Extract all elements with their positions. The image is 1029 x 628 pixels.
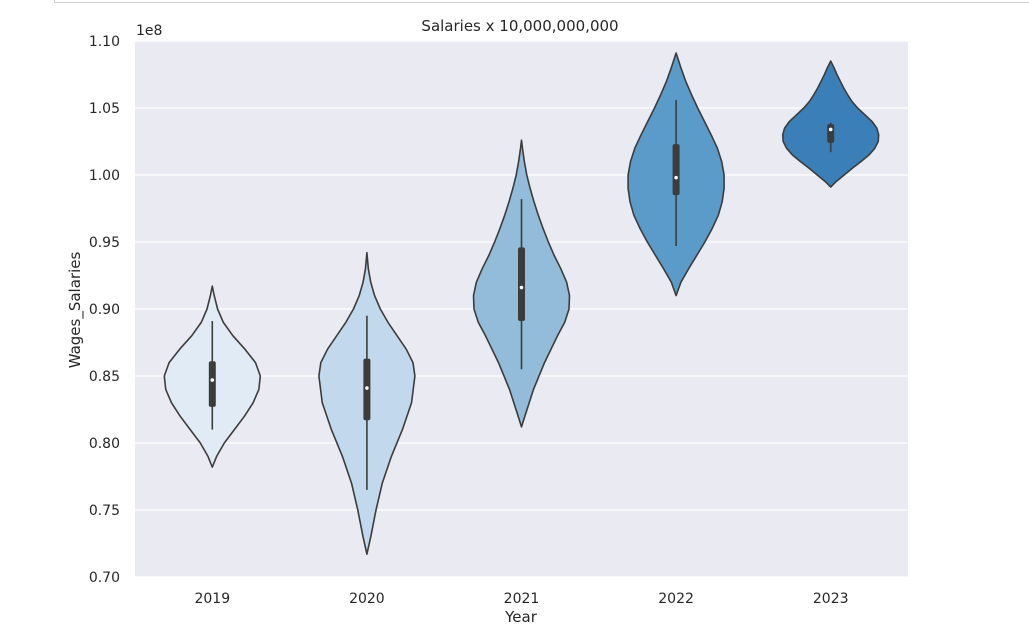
y-axis-label: Wages_Salaries	[66, 252, 85, 369]
previous-cell-border	[54, 0, 1029, 3]
violin-2020	[318, 251, 416, 556]
y-tick-label: 0.90	[89, 302, 120, 318]
violin-iqr-box	[208, 361, 216, 407]
x-tick-label: 2022	[658, 591, 694, 607]
violin-2023	[781, 60, 880, 188]
violin-median-dot	[674, 175, 678, 180]
y-axis-ticks: 0.70 0.75 0.80 0.85 0.90 0.95 1.00 1.05 1.10	[89, 34, 120, 586]
x-tick-label: 2019	[194, 591, 230, 607]
y-tick-label: 0.85	[89, 369, 120, 385]
violin-iqr-box	[518, 247, 525, 322]
x-axis-ticks: 2019 2020 2021 2022 2023	[194, 591, 848, 607]
violin-median-dot	[828, 127, 833, 132]
violin-iqr-box	[672, 144, 680, 196]
violin-iqr-box	[827, 124, 835, 143]
y-tick-label: 0.80	[89, 436, 120, 452]
y-offset-text: 1e8	[136, 23, 162, 39]
violin-2022	[627, 52, 725, 297]
violin-median-dot	[210, 378, 215, 382]
violin-2019	[163, 285, 262, 468]
y-tick-label: 0.70	[89, 570, 120, 586]
y-tick-label: 0.95	[89, 235, 120, 251]
violins	[163, 52, 880, 556]
x-tick-label: 2023	[813, 591, 849, 607]
y-tick-label: 0.75	[89, 503, 120, 519]
y-tick-label: 1.00	[89, 168, 120, 184]
violin-median-dot	[519, 285, 524, 290]
x-axis-label: Year	[504, 608, 538, 626]
violin-median-dot	[365, 386, 369, 390]
x-tick-label: 2021	[504, 591, 540, 607]
x-tick-label: 2020	[349, 591, 385, 607]
chart-title: Salaries x 10,000,000,000	[421, 17, 618, 35]
violin-2021	[472, 139, 571, 428]
y-tick-label: 1.05	[89, 101, 120, 117]
y-tick-label: 1.10	[89, 34, 120, 50]
